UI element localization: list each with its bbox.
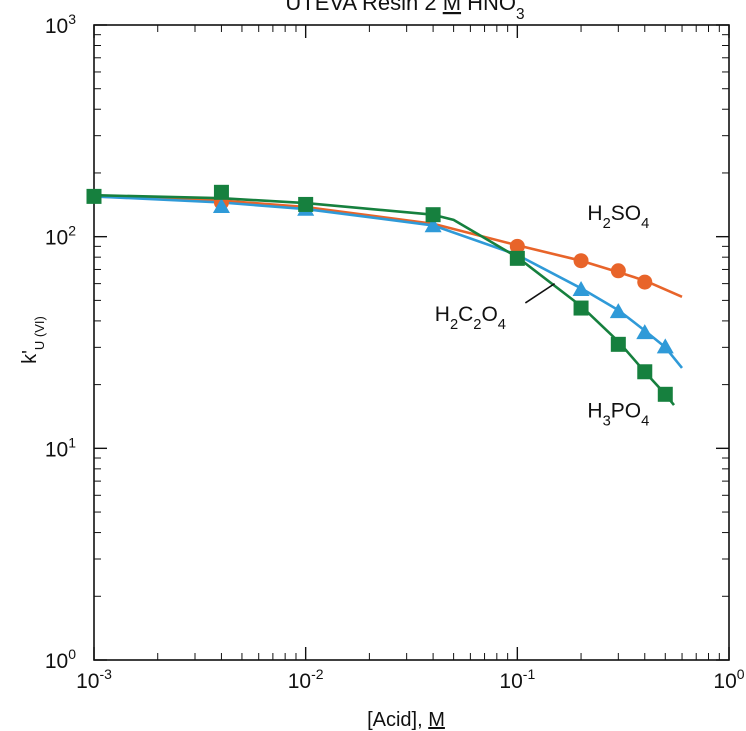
y-tick-label: 102: [45, 223, 76, 250]
plot-border: [93, 24, 730, 661]
y-tick-label: 101: [45, 434, 76, 461]
series-1-point: [656, 338, 674, 354]
major-ticks: [93, 24, 730, 661]
chart-title: UTEVA Resin 2 M HNO3: [285, 0, 524, 23]
series-2-point: [610, 336, 626, 352]
series-curves: [93, 193, 684, 406]
x-axis-tick-labels: 10-3 10-2 10-1 100: [76, 666, 745, 693]
series-1-point: [609, 303, 627, 319]
y-tick-label: 103: [45, 11, 76, 38]
series-annotations: H2SO4 H2C2O4 H3PO4: [435, 202, 649, 429]
y-axis-tick-labels: 100 101 102 103: [45, 11, 76, 673]
series-2-point: [637, 364, 653, 380]
series-0-point: [573, 253, 589, 269]
x-axis-title: [Acid], M: [367, 709, 445, 731]
y-axis-title: k'U (VI): [19, 316, 47, 364]
series-0-point: [509, 238, 525, 254]
series-0-point: [637, 274, 653, 290]
series-1-point: [424, 217, 442, 233]
series-1-point: [572, 280, 590, 296]
series-label-2: H3PO4: [587, 399, 649, 429]
series-2-point: [509, 250, 525, 266]
series-label-0: H2SO4: [587, 202, 649, 232]
series-markers: [86, 184, 674, 402]
series-label-leader: [524, 282, 556, 304]
minor-ticks: [94, 25, 729, 660]
series-curve-2: [93, 193, 676, 406]
y-tick-label: 100: [45, 646, 76, 673]
series-2-point: [657, 386, 673, 402]
x-tick-label: 10-2: [288, 666, 324, 693]
series-2-point: [425, 207, 441, 223]
x-tick-label: 10-3: [76, 666, 112, 693]
x-tick-label: 10-1: [499, 666, 535, 693]
series-2-point: [86, 188, 102, 204]
x-tick-label: 100: [713, 666, 744, 693]
series-2-point: [213, 184, 229, 200]
series-1-point: [636, 324, 654, 340]
series-2-point: [573, 300, 589, 316]
series-label-1: H2C2O4: [435, 303, 506, 333]
series-0-point: [610, 263, 626, 279]
series-curve-1: [93, 195, 684, 369]
series-1-point: [212, 198, 230, 214]
plot-frame: [93, 24, 730, 661]
series-2-point: [298, 196, 314, 212]
